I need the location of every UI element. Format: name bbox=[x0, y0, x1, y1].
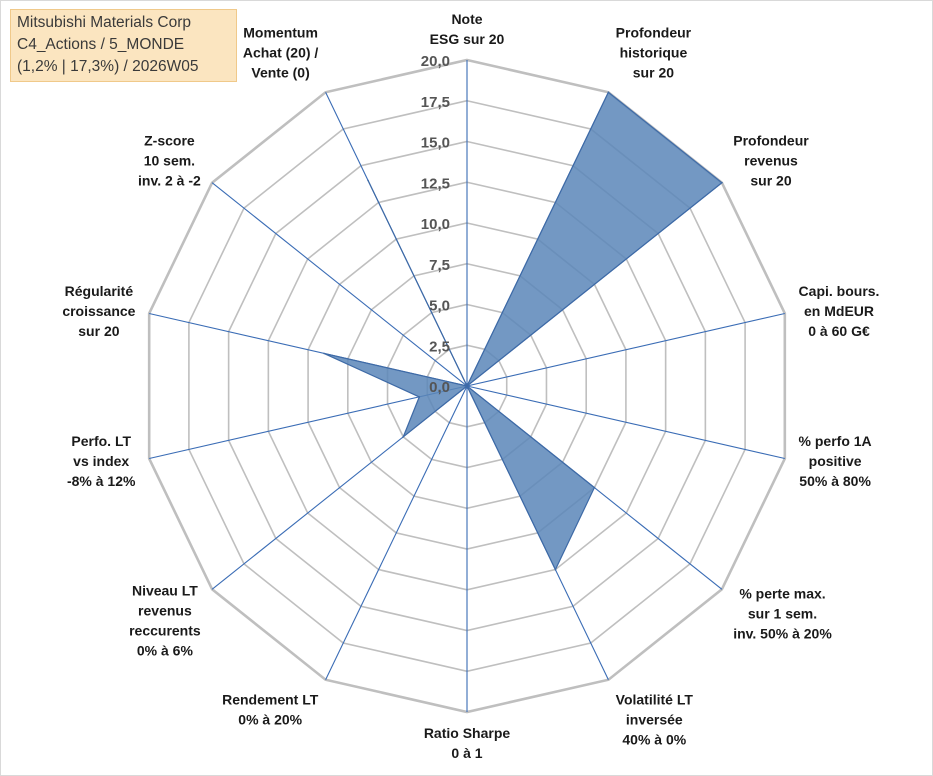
axis-label-0-line-0: Note bbox=[451, 11, 482, 27]
data-point-10 bbox=[418, 396, 421, 398]
data-point-11 bbox=[323, 352, 325, 355]
axis-label-13-line-2: Vente (0) bbox=[251, 65, 309, 81]
axis-label-5-line-0: % perte max. bbox=[739, 586, 825, 602]
axis-label-13-line-1: Achat (20) / bbox=[243, 45, 319, 61]
axis-label-layer: Note ESG sur 20 Profondeur historique sur 20… bbox=[62, 11, 879, 761]
axis-label-4-line-1: positive bbox=[809, 453, 862, 469]
tick-label-1: 2,5 bbox=[429, 338, 450, 355]
axis-label-8-line-1: 0% à 20% bbox=[238, 712, 302, 728]
spoke-8 bbox=[325, 385, 468, 680]
tick-label-2: 5,0 bbox=[429, 298, 450, 315]
axis-label-4-line-2: 50% à 80% bbox=[799, 473, 871, 489]
axis-label-11-line-2: sur 20 bbox=[78, 323, 119, 339]
axis-label-10-line-2: -8% à 12% bbox=[67, 473, 136, 489]
axis-label-1-line-2: sur 20 bbox=[633, 65, 674, 81]
axis-label-11-line-1: croissance bbox=[62, 303, 135, 319]
axis-label-10-line-0: Perfo. LT bbox=[71, 433, 131, 449]
axis-label-5-line-2: inv. 50% à 20% bbox=[733, 626, 832, 642]
axis-label-6-line-1: inversée bbox=[626, 712, 683, 728]
header-line-period: (1,2% | 17,3%) / 2026W05 bbox=[17, 58, 199, 75]
data-point-6 bbox=[554, 568, 557, 571]
spoke-12 bbox=[211, 182, 468, 387]
axis-label-9-line-0: Niveau LT bbox=[132, 583, 198, 599]
spoke-10 bbox=[149, 385, 468, 460]
axis-label-2-line-0: Profondeur bbox=[733, 132, 809, 148]
spoke-3 bbox=[466, 312, 785, 387]
axis-label-9-line-2: reccurents bbox=[129, 623, 201, 639]
spoke-4 bbox=[466, 385, 785, 460]
chart-header-box: Mitsubishi Materials Corp C4_Actions / 5… bbox=[10, 9, 237, 82]
axis-label-4-line-0: % perfo 1A bbox=[799, 433, 872, 449]
data-point-2 bbox=[721, 181, 723, 184]
data-point-13 bbox=[367, 179, 369, 182]
data-point-12 bbox=[466, 385, 468, 387]
axis-label-6-line-0: Volatilité LT bbox=[616, 692, 694, 708]
axis-label-9-line-3: 0% à 6% bbox=[137, 643, 194, 659]
tick-label-5: 12,5 bbox=[421, 175, 450, 192]
data-point-9 bbox=[402, 436, 405, 438]
axis-label-5-line-1: sur 1 sem. bbox=[748, 606, 817, 622]
axis-label-7-line-1: 0 à 1 bbox=[451, 745, 482, 761]
axis-label-1-line-1: historique bbox=[620, 45, 688, 61]
tick-label-4: 10,0 bbox=[421, 216, 450, 233]
axis-label-1-line-0: Profondeur bbox=[616, 25, 692, 41]
data-point-5 bbox=[593, 486, 596, 489]
axis-label-6-line-2: 40% à 0% bbox=[622, 732, 686, 748]
axis-label-11-line-0: Régularité bbox=[65, 283, 134, 299]
header-line-category: C4_Actions / 5_MONDE bbox=[17, 36, 185, 53]
axis-label-12-line-2: inv. 2 à -2 bbox=[138, 172, 201, 188]
axis-label-2-line-2: sur 20 bbox=[750, 172, 791, 188]
data-point-1 bbox=[607, 91, 610, 94]
axis-label-10-line-1: vs index bbox=[73, 453, 129, 469]
header-line-company: Mitsubishi Materials Corp bbox=[17, 14, 191, 31]
axis-label-7-line-0: Ratio Sharpe bbox=[424, 725, 511, 741]
tick-label-8: 20,0 bbox=[421, 53, 450, 70]
tick-label-3: 7,5 bbox=[429, 257, 450, 274]
axis-label-12-line-0: Z-score bbox=[144, 132, 195, 148]
axis-label-2-line-1: revenus bbox=[744, 152, 798, 168]
tick-layer: 0,0 2,5 5,0 7,5 10,0 12,5 15,0 17,5 20,0 bbox=[421, 53, 450, 396]
axis-label-8-line-0: Rendement LT bbox=[222, 692, 319, 708]
series-area-0 bbox=[323, 91, 723, 571]
tick-label-7: 17,5 bbox=[421, 94, 450, 111]
axis-label-3-line-1: en MdEUR bbox=[804, 303, 874, 319]
axis-label-13-line-0: Momentum bbox=[243, 25, 318, 41]
tick-label-6: 15,0 bbox=[421, 135, 450, 152]
tick-label-0: 0,0 bbox=[429, 379, 450, 396]
axis-label-12-line-1: 10 sem. bbox=[144, 152, 195, 168]
axis-label-3-line-2: 0 à 60 G€ bbox=[808, 323, 870, 339]
axis-label-0-line-1: ESG sur 20 bbox=[430, 31, 505, 47]
axis-label-3-line-0: Capi. bours. bbox=[799, 283, 880, 299]
data-layer bbox=[323, 91, 723, 571]
axis-label-9-line-1: revenus bbox=[138, 603, 192, 619]
